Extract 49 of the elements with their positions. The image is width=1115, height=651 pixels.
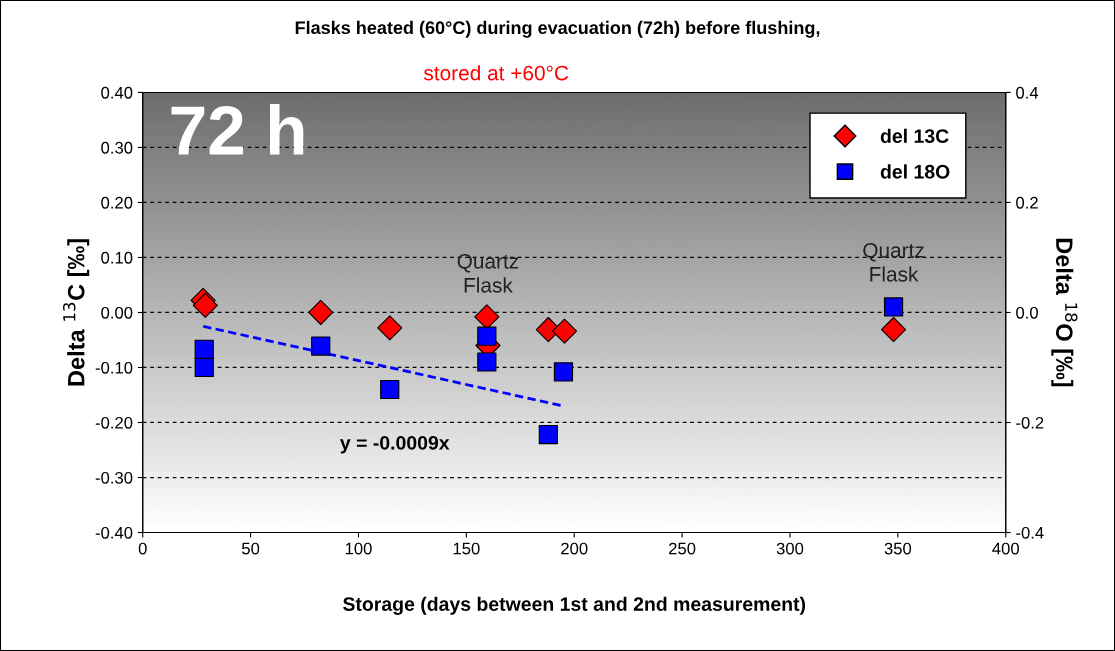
chart-subtitle: stored at +60°C <box>423 65 569 81</box>
y-tick-label: 0.10 <box>101 251 133 264</box>
x-tick-label: 200 <box>561 542 588 555</box>
legend-label: del 13C <box>880 128 949 144</box>
point <box>551 318 578 344</box>
y-axis-title: Delta $^{13}$C [‰] <box>63 239 90 386</box>
point <box>377 315 403 341</box>
point <box>192 292 218 318</box>
y-tick-label: -0.30 <box>95 471 133 484</box>
y2-tick-label: -0.2 <box>1016 416 1044 429</box>
chart-title: Flasks heated (60°C) during evacuation (72h) before flushing, <box>295 20 820 38</box>
x-tick-label: 100 <box>345 542 372 555</box>
x-tick-label: 300 <box>776 542 804 555</box>
y-tick-label: -0.20 <box>95 416 133 429</box>
x-tick-label: 150 <box>453 542 480 555</box>
x-tick-label: 350 <box>884 542 912 555</box>
y-tick-label: 0.40 <box>101 86 133 99</box>
y2-tick-label: -0.4 <box>1016 526 1044 539</box>
x-tick-label: 0 <box>138 542 147 555</box>
y2-tick-label: 0.0 <box>1016 306 1038 319</box>
y2-axis-title: Delta $^{18}$O [‰] <box>1051 238 1078 387</box>
point <box>883 297 904 317</box>
point <box>477 326 497 346</box>
y-tick-label: 0.30 <box>101 141 133 154</box>
point <box>311 336 331 356</box>
x-axis-title: Storage (days between 1st and 2nd measurement) <box>343 596 806 615</box>
y-tick-label: -0.40 <box>95 526 133 539</box>
point <box>553 362 574 382</box>
annotation: Quartz Flask <box>863 242 924 282</box>
point <box>880 316 907 343</box>
x-tick-label: 50 <box>241 542 260 555</box>
point <box>380 379 400 400</box>
y2-tick-label: 0.4 <box>1016 86 1039 99</box>
y-tick-label: 0.20 <box>101 196 133 209</box>
annotation: 72 h <box>171 104 304 155</box>
point <box>538 424 558 445</box>
y-tick-label: 0.00 <box>101 306 133 319</box>
point <box>474 304 500 330</box>
annotation: Quartz Flask <box>457 253 519 293</box>
point <box>194 357 214 378</box>
x-tick-label: 400 <box>992 542 1019 555</box>
legend-label: del 18O <box>880 164 950 179</box>
annotation: y = -0.0009x <box>340 435 450 454</box>
y2-tick-label: 0.2 <box>1016 196 1038 209</box>
point <box>194 339 214 359</box>
point <box>477 352 497 372</box>
point <box>308 299 334 326</box>
x-tick-label: 250 <box>669 542 696 555</box>
y-tick-label: -0.10 <box>95 361 133 374</box>
